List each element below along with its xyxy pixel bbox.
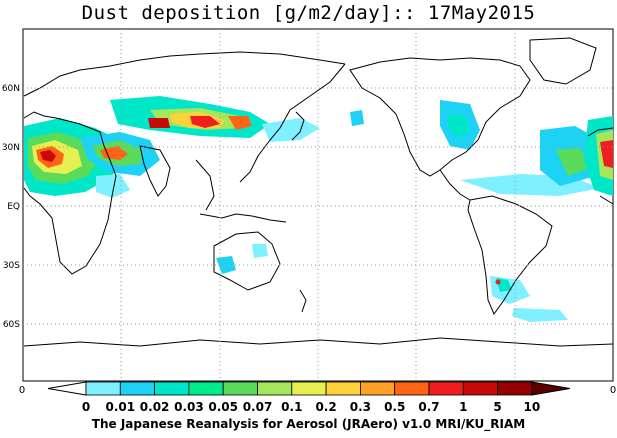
edge-label-left: 0 xyxy=(19,385,25,396)
colorbar-tick-label: 0.3 xyxy=(350,400,371,414)
dust-shading xyxy=(24,96,613,322)
colorbar-tick-label: 0.03 xyxy=(174,400,204,414)
colorbar-low-arrow xyxy=(47,381,87,396)
colorbar-segment xyxy=(291,381,327,396)
colorbar-tick-label: 10 xyxy=(524,400,541,414)
colorbar-segment xyxy=(188,381,224,396)
colorbar-segment xyxy=(154,381,190,396)
colorbar-segment xyxy=(257,381,293,396)
graticule xyxy=(23,29,613,381)
colorbar-segment xyxy=(325,381,361,396)
footer-credit: The Japanese Reanalysis for Aerosol (JRA… xyxy=(91,417,526,431)
colorbar-tick-label: 0.05 xyxy=(208,400,238,414)
colorbar-tick-label: 0 xyxy=(82,400,90,414)
colorbar-tick-label: 1 xyxy=(459,400,467,414)
colorbar-segment xyxy=(85,381,121,396)
colorbar-segment xyxy=(497,381,533,396)
colorbar-segment xyxy=(222,381,258,396)
colorbar-segment xyxy=(119,381,156,396)
colorbar-segment xyxy=(359,381,396,396)
colorbar-tick-label: 5 xyxy=(493,400,501,414)
colorbar-high-arrow xyxy=(531,381,570,396)
colorbar-tick-label: 0.5 xyxy=(384,400,405,414)
lat-label-30n: 30N xyxy=(2,143,20,153)
colorbar-tick-label: 0.01 xyxy=(105,400,135,414)
colorbar-tick-label: 0.1 xyxy=(281,400,302,414)
lat-label-30s: 30S xyxy=(3,261,20,271)
colorbar-segment xyxy=(462,381,498,396)
colorbar-segment xyxy=(428,381,464,396)
lat-label-60n: 60N xyxy=(2,84,20,94)
colorbar-tick-label: 0.02 xyxy=(140,400,170,414)
map-title: Dust deposition [g/m2/day]:: 17May2015 xyxy=(81,2,536,24)
colorbar-segment xyxy=(394,381,430,396)
colorbar: 0 0.01 0.02 0.03 0.05 0.07 0.1 0.2 0.3 0.5 0.7 1 5 10 xyxy=(47,381,570,414)
colorbar-tick-label: 0.2 xyxy=(315,400,336,414)
edge-label-right: 0 xyxy=(610,385,616,396)
lat-label-60s: 60S xyxy=(3,320,20,330)
coastlines xyxy=(23,37,614,347)
lat-label-eq: EQ xyxy=(7,202,20,212)
colorbar-tick-label: 0.07 xyxy=(243,400,273,414)
colorbar-tick-label: 0.7 xyxy=(418,400,439,414)
